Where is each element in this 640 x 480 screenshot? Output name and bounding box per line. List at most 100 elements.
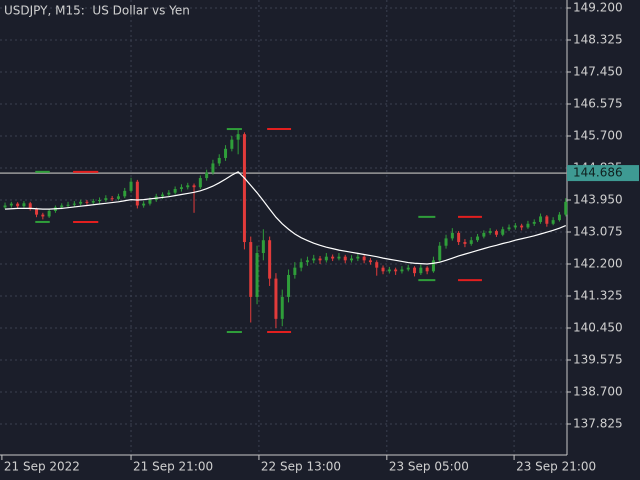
y-tick-label: 139.575 — [573, 352, 623, 366]
candle-body — [47, 210, 51, 217]
candle-body — [211, 163, 215, 173]
candle-body — [350, 258, 354, 261]
candle-body — [35, 209, 39, 215]
candle-body — [173, 189, 177, 193]
candle-body — [381, 267, 385, 272]
candle-body — [494, 231, 498, 235]
current-price-label: 144.686 — [573, 166, 623, 180]
candle-body — [293, 267, 297, 275]
candle-body — [331, 256, 335, 259]
candle-body — [224, 148, 228, 158]
candle-body — [551, 220, 555, 224]
candle-body — [299, 262, 303, 268]
candle-body — [116, 196, 120, 199]
candle-body — [507, 227, 511, 230]
candle-body — [463, 242, 467, 244]
candle-body — [205, 172, 209, 179]
candle-body — [431, 260, 435, 272]
y-tick-label: 140.450 — [573, 320, 623, 334]
candle-body — [142, 203, 146, 206]
candle-body — [337, 256, 341, 259]
candle-body — [129, 181, 133, 191]
y-tick-label: 146.575 — [573, 97, 623, 111]
x-tick-label: 23 Sep 21:00 — [516, 460, 596, 474]
candle-body — [438, 245, 442, 261]
candle-body — [135, 181, 139, 206]
candle-body — [91, 201, 95, 203]
candle-body — [9, 203, 13, 206]
candle-body — [85, 201, 89, 203]
candle-body — [148, 199, 152, 204]
candle-body — [60, 205, 64, 208]
candle-body — [318, 258, 322, 261]
current-price-box — [567, 165, 639, 182]
x-tick-label: 21 Sep 2022 — [4, 460, 80, 474]
candle-body — [98, 199, 102, 202]
candle-body — [482, 232, 486, 237]
candle-body — [413, 267, 417, 274]
x-tick-label: 23 Sep 05:00 — [389, 460, 469, 474]
candle-body — [79, 201, 83, 204]
candle-body — [324, 256, 328, 261]
y-tick-label: 147.450 — [573, 65, 623, 79]
candle-body — [513, 225, 517, 228]
candle-body — [564, 201, 568, 215]
y-tick-label: 149.200 — [573, 1, 623, 15]
candle-body — [406, 267, 410, 270]
candle-body — [520, 225, 524, 228]
y-tick-label: 145.700 — [573, 129, 623, 143]
y-tick-label: 142.200 — [573, 256, 623, 270]
y-tick-label: 137.825 — [573, 416, 623, 430]
candle-body — [450, 232, 454, 239]
candle-body — [261, 240, 265, 254]
y-tick-label: 143.950 — [573, 192, 623, 206]
candle-body — [66, 204, 70, 206]
candle-body — [375, 262, 379, 268]
candle-body — [28, 203, 32, 210]
candle-body — [192, 185, 196, 188]
candle-body — [356, 256, 360, 259]
candle-body — [394, 269, 398, 272]
candle-body — [22, 203, 26, 207]
y-tick-label: 141.325 — [573, 288, 623, 302]
candle-body — [110, 198, 114, 200]
candle-body — [526, 223, 530, 228]
y-tick-label: 138.700 — [573, 384, 623, 398]
moving-average — [5, 171, 566, 265]
candle-body — [268, 240, 272, 279]
candle-body — [501, 229, 505, 235]
candle-body — [545, 216, 549, 224]
candle-body — [104, 198, 108, 200]
candle-body — [255, 253, 259, 297]
candle-body — [539, 216, 543, 222]
candle-body — [167, 192, 171, 195]
candle-body — [230, 139, 234, 149]
candle-body — [343, 256, 347, 261]
candle-body — [476, 236, 480, 241]
candle-body — [186, 185, 190, 188]
candle-body — [217, 157, 221, 164]
x-tick-label: 22 Sep 13:00 — [261, 460, 341, 474]
chart-title: USDJPY, M15: US Dollar vs Yen — [4, 4, 190, 18]
candle-body — [3, 205, 7, 208]
candle-body — [362, 256, 366, 261]
candle-body — [469, 240, 473, 244]
candle-body — [161, 194, 165, 197]
candle-body — [242, 134, 246, 243]
candle-body — [274, 278, 278, 319]
candle-body — [287, 274, 291, 297]
candle-body — [387, 269, 391, 272]
candle-body — [368, 260, 372, 263]
candle-body — [280, 296, 284, 319]
candle-body — [419, 267, 423, 274]
candle-body — [198, 178, 202, 188]
candle-body — [400, 269, 404, 272]
candle-body — [305, 260, 309, 263]
candle-body — [179, 187, 183, 190]
candle-body — [457, 232, 461, 243]
candle-body — [72, 203, 76, 205]
candle-body — [123, 190, 127, 197]
y-tick-label: 148.325 — [573, 33, 623, 47]
